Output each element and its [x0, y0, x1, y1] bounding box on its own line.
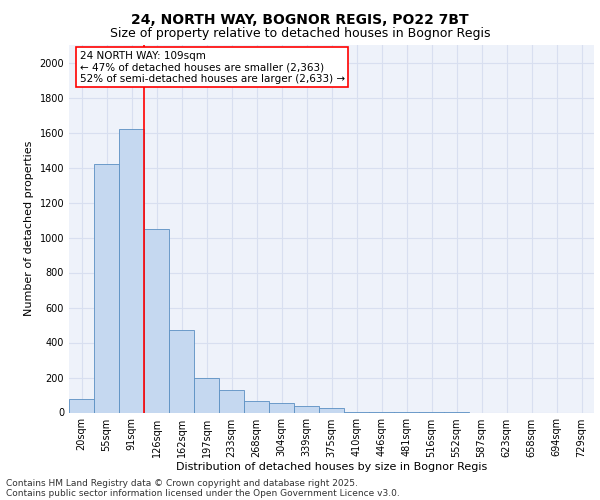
Text: Contains HM Land Registry data © Crown copyright and database right 2025.: Contains HM Land Registry data © Crown c…	[6, 478, 358, 488]
Text: Contains public sector information licensed under the Open Government Licence v3: Contains public sector information licen…	[6, 488, 400, 498]
Bar	[119, 129, 144, 412]
Bar	[244, 401, 269, 412]
Y-axis label: Number of detached properties: Number of detached properties	[24, 141, 34, 316]
Bar	[94, 164, 119, 412]
Bar	[294, 406, 319, 412]
Text: 24, NORTH WAY, BOGNOR REGIS, PO22 7BT: 24, NORTH WAY, BOGNOR REGIS, PO22 7BT	[131, 12, 469, 26]
Bar	[144, 229, 169, 412]
Bar	[219, 390, 244, 412]
Bar	[319, 408, 344, 412]
Text: Size of property relative to detached houses in Bognor Regis: Size of property relative to detached ho…	[110, 28, 490, 40]
Bar	[269, 403, 294, 412]
Bar	[194, 378, 219, 412]
Text: 24 NORTH WAY: 109sqm
← 47% of detached houses are smaller (2,363)
52% of semi-de: 24 NORTH WAY: 109sqm ← 47% of detached h…	[79, 50, 344, 84]
X-axis label: Distribution of detached houses by size in Bognor Regis: Distribution of detached houses by size …	[176, 462, 487, 472]
Bar	[169, 330, 194, 412]
Bar	[69, 398, 94, 412]
